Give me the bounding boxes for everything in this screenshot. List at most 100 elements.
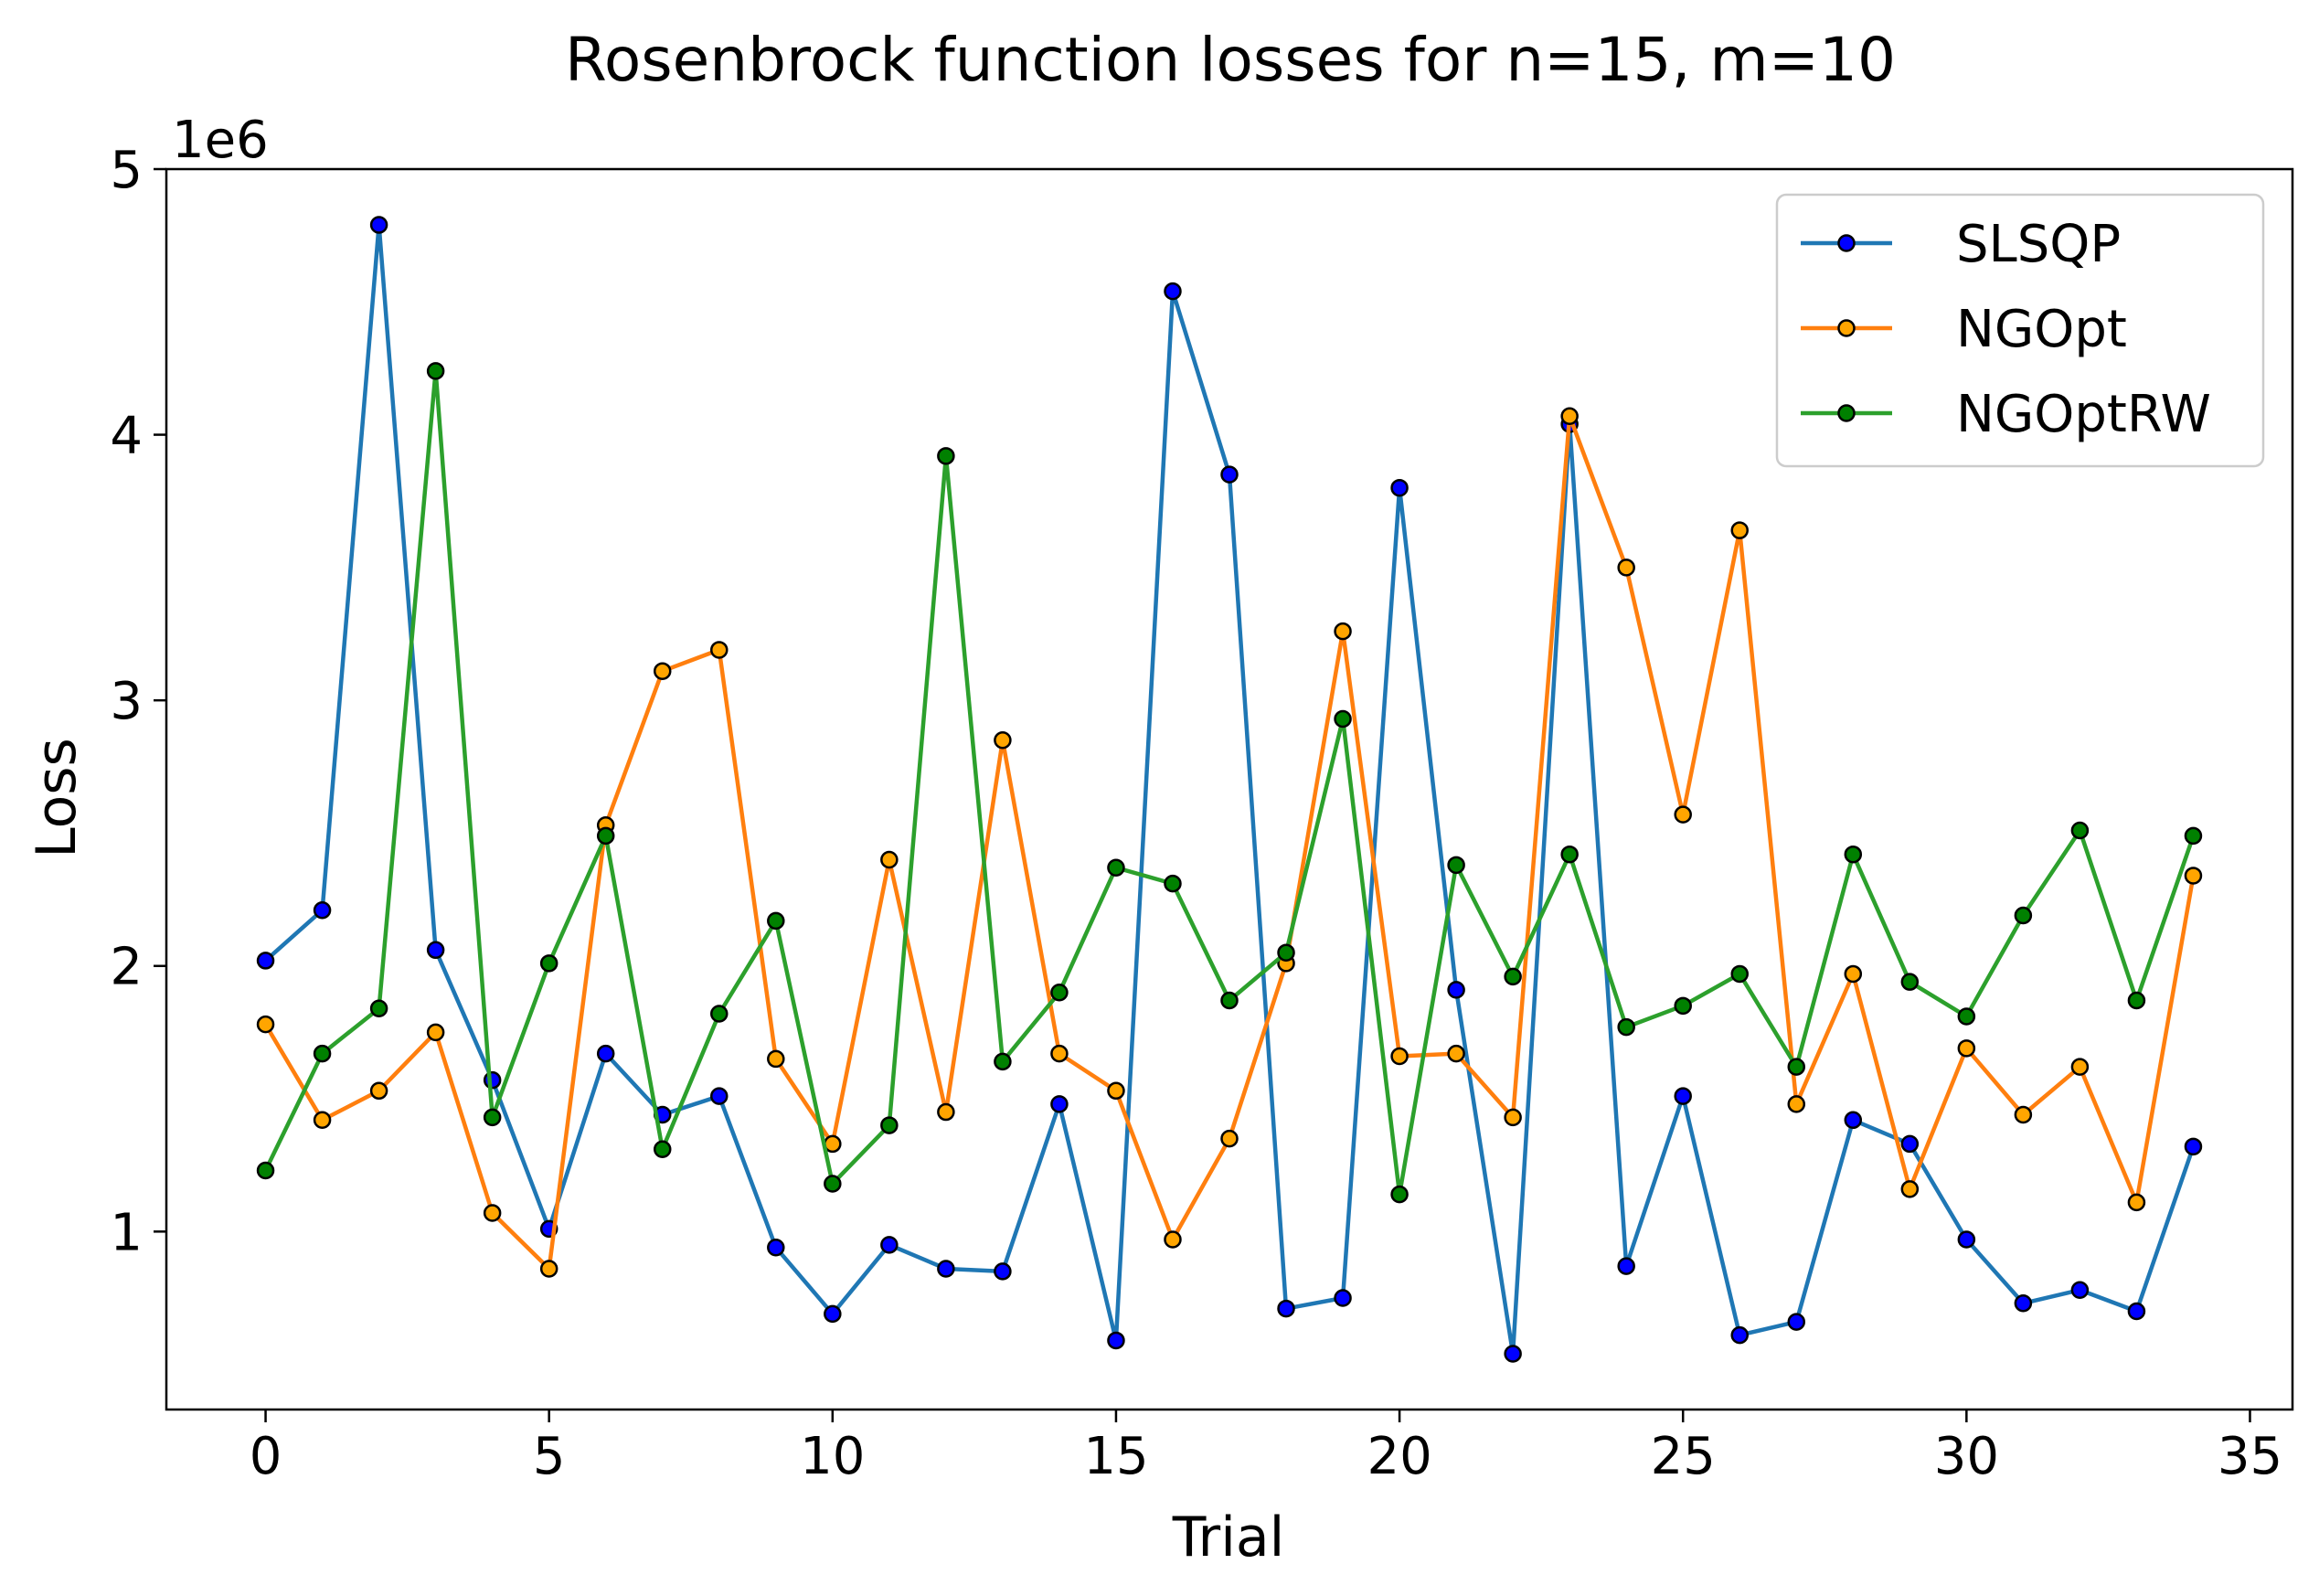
data-point xyxy=(1787,1313,1806,1331)
data-point xyxy=(256,1161,275,1180)
y-axis-label: Loss xyxy=(25,738,89,858)
data-point xyxy=(1957,1007,1976,1026)
data-point xyxy=(653,1140,672,1158)
data-point xyxy=(1674,1087,1692,1105)
data-point xyxy=(1900,973,1920,991)
legend-swatch-marker xyxy=(1837,234,1856,252)
y-tick-label: 2 xyxy=(110,938,143,997)
data-point xyxy=(1164,874,1182,893)
data-point xyxy=(1504,1345,1522,1363)
data-point xyxy=(1164,282,1182,301)
data-point xyxy=(710,641,729,659)
data-point xyxy=(937,1260,955,1278)
data-point xyxy=(1390,1047,1409,1066)
legend-item-ngoptrw: NGOptRW xyxy=(1801,385,2211,444)
data-point xyxy=(994,1052,1012,1071)
data-point xyxy=(710,1005,729,1023)
y-tick-label: 1 xyxy=(110,1203,143,1262)
data-point xyxy=(313,1111,332,1130)
data-point xyxy=(1617,559,1635,577)
data-point xyxy=(2014,1105,2033,1124)
data-point xyxy=(539,1260,558,1278)
data-point xyxy=(483,1070,502,1090)
data-point xyxy=(1844,964,1863,984)
y-tick-label: 3 xyxy=(110,672,143,731)
data-point xyxy=(369,216,388,234)
x-tick-label: 35 xyxy=(2218,1427,2282,1486)
data-point xyxy=(1334,709,1352,729)
x-tick-label: 20 xyxy=(1367,1427,1431,1486)
data-point xyxy=(1277,943,1295,962)
data-point xyxy=(1107,858,1125,877)
data-point xyxy=(880,1236,899,1254)
data-point xyxy=(1844,845,1863,864)
data-point xyxy=(1390,478,1409,497)
data-point xyxy=(994,1262,1012,1281)
x-tick-label: 15 xyxy=(1083,1427,1148,1486)
data-point xyxy=(1900,1134,1920,1154)
data-point xyxy=(653,662,672,680)
legend-label: NGOptRW xyxy=(1956,385,2211,444)
data-point xyxy=(710,1087,729,1105)
data-point xyxy=(2127,1302,2146,1321)
data-point xyxy=(1220,991,1239,1010)
data-point xyxy=(1334,1289,1352,1307)
data-point xyxy=(483,1108,502,1127)
data-point xyxy=(2014,906,2033,925)
plot-area xyxy=(165,167,2294,1411)
data-point xyxy=(2127,1193,2146,1212)
x-axis-label: Trial xyxy=(1172,1506,1285,1569)
data-point xyxy=(1277,1299,1295,1318)
data-point xyxy=(539,954,558,973)
series-slsqp xyxy=(256,216,2203,1363)
data-point xyxy=(313,900,332,920)
data-point xyxy=(937,1102,955,1122)
data-point xyxy=(824,1304,842,1324)
data-point xyxy=(426,941,445,960)
data-point xyxy=(1957,1230,1976,1249)
data-point xyxy=(596,1044,615,1063)
data-point xyxy=(2070,1058,2090,1076)
data-point xyxy=(1504,967,1522,986)
y-axis-scale-label: 1e6 xyxy=(172,111,269,170)
data-point xyxy=(1334,622,1352,641)
series-layer xyxy=(256,216,2203,1363)
y-tick-label: 4 xyxy=(110,407,143,466)
data-point xyxy=(1447,856,1465,875)
data-point xyxy=(1900,1180,1920,1198)
data-point xyxy=(1447,1044,1465,1063)
y-axis: 1 2 3 4 5 xyxy=(110,141,166,1262)
x-tick-label: 25 xyxy=(1651,1427,1716,1486)
data-point xyxy=(1957,1039,1976,1058)
x-axis: 0 5 10 15 20 25 30 35 xyxy=(250,1410,2282,1486)
data-point xyxy=(880,850,899,869)
data-point xyxy=(426,362,445,380)
data-point xyxy=(1730,521,1749,539)
data-point xyxy=(2184,826,2203,846)
data-point xyxy=(1674,996,1692,1016)
x-tick-label: 10 xyxy=(800,1427,865,1486)
data-point xyxy=(937,447,955,465)
data-point xyxy=(2070,1281,2090,1299)
data-point xyxy=(994,730,1012,750)
data-point xyxy=(880,1116,899,1134)
data-point xyxy=(824,1175,842,1193)
series-ngoptrw xyxy=(256,362,2203,1204)
chart-title: Rosenbrock function losses for n=15, m=1… xyxy=(565,25,1896,95)
data-point xyxy=(1107,1081,1125,1101)
data-point xyxy=(426,1023,445,1042)
legend: SLSQP NGOpt NGOptRW xyxy=(1775,193,2265,468)
legend-swatch-marker xyxy=(1837,319,1856,337)
data-point xyxy=(2184,1137,2203,1156)
data-point xyxy=(1560,845,1579,864)
data-point xyxy=(1730,964,1749,984)
data-point xyxy=(1504,1108,1522,1127)
data-point xyxy=(1050,984,1069,1002)
data-point xyxy=(1844,1111,1863,1130)
series-ngopt xyxy=(256,407,2203,1278)
data-point xyxy=(369,1081,388,1101)
data-point xyxy=(2127,991,2146,1010)
plot-frame xyxy=(165,167,2294,1411)
legend-label: SLSQP xyxy=(1956,215,2121,274)
